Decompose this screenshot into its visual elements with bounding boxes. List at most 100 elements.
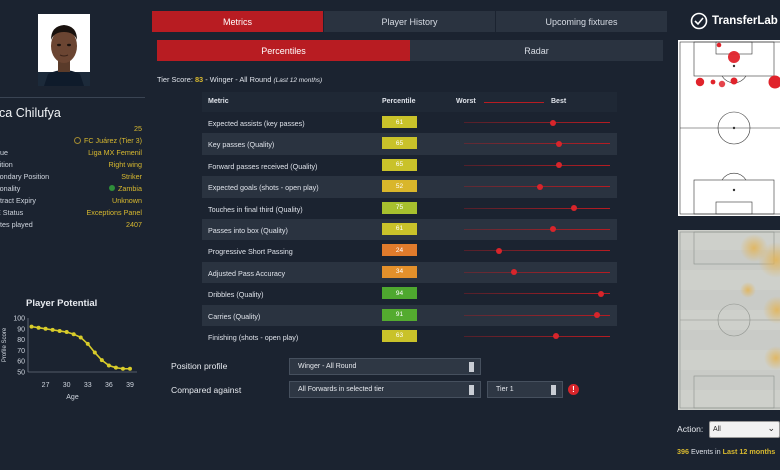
metric-name: Expected assists (key passes) — [208, 119, 305, 128]
potential-point — [78, 335, 83, 340]
table-row: Forward passes received (Quality) 65 — [202, 155, 617, 176]
tab-player-history[interactable]: Player History — [324, 11, 496, 32]
percentile-badge: 61 — [382, 222, 417, 235]
tab-upcoming-fixtures[interactable]: Upcoming fixtures — [496, 11, 668, 32]
table-body: Expected assists (key passes) 61 Key passe… — [202, 112, 617, 347]
player-info-row: sition Right wing — [0, 160, 145, 172]
info-value-text: Right wing — [108, 160, 142, 169]
select-handle-icon — [469, 385, 474, 395]
potential-point — [106, 363, 111, 368]
subtab-radar[interactable]: Radar — [410, 40, 663, 61]
info-key: gue — [0, 148, 8, 157]
subtab-percentiles[interactable]: Percentiles — [157, 40, 410, 61]
info-icon[interactable]: ! — [568, 384, 579, 395]
player-info-row: bFC Juárez (Tier 3) — [0, 136, 145, 148]
table-row: Progressive Short Passing 24 — [202, 240, 617, 261]
tab-metrics[interactable]: Metrics — [152, 11, 324, 32]
y-tick-label: 100 — [13, 316, 25, 323]
info-value-text: Exceptions Panel — [86, 208, 142, 217]
percentile-badge: 63 — [382, 329, 417, 342]
potential-point — [64, 330, 69, 335]
percentile-badge: 61 — [382, 116, 417, 128]
player-info-row: utes played 2407 — [0, 220, 145, 232]
chevron-down-icon: ⌄ — [767, 423, 775, 433]
tier-score-value: 83 — [194, 75, 204, 84]
name-divider — [0, 97, 145, 98]
brand-name: TransferLab — [712, 15, 778, 27]
x-tick-label: 36 — [105, 382, 113, 389]
metric-name: Touches in final third (Quality) — [208, 204, 303, 214]
percentile-dot — [550, 119, 557, 126]
player-info-row: E Status Exceptions Panel — [0, 208, 145, 220]
info-value: FC Juárez (Tier 3) — [73, 136, 142, 145]
select-handle-icon — [469, 362, 474, 372]
potential-chart: 50 60 70 80 90 100 27 30 33 36 39 Age Profile Score — [2, 316, 137, 401]
potential-point — [57, 328, 62, 333]
info-value: Exceptions Panel — [86, 208, 142, 217]
info-value-text: Striker — [121, 172, 142, 181]
select-handle-icon — [551, 385, 556, 395]
x-axis-label: Age — [66, 394, 79, 401]
player-info-row: ntract Expiry Unknown — [0, 196, 145, 208]
metric-name: Finishing (shots - open play) — [208, 332, 299, 342]
y-tick-label: 70 — [17, 348, 25, 355]
metric-name: Expected goals (shots - open play) — [208, 183, 319, 193]
y-tick-label: 80 — [17, 337, 25, 344]
info-value: Right wing — [108, 160, 142, 169]
table-row: Carries (Quality) 91 — [202, 304, 617, 326]
percentile-badge: 65 — [382, 137, 417, 150]
metric-name: Carries (Quality) — [208, 311, 261, 321]
player-info-row: condary Position Striker — [0, 172, 145, 184]
tier-select[interactable]: Tier 1 — [487, 381, 563, 398]
transferlab-logo-icon — [690, 12, 708, 30]
metric-name: Passes into box (Quality) — [208, 225, 288, 235]
x-tick-label: 27 — [42, 382, 50, 389]
events-summary: 396 Events in Last 12 months — [677, 447, 775, 456]
header-worst: Worst — [456, 98, 476, 105]
x-tick-label: 39 — [126, 382, 134, 389]
player-info-row: tionality Zambia — [0, 184, 145, 196]
compared-against-select[interactable]: All Forwards in selected tier — [289, 381, 481, 398]
player-info-row: e25 — [0, 124, 145, 136]
potential-line — [31, 325, 130, 370]
potential-title: Player Potential — [26, 298, 98, 309]
percentile-track — [464, 228, 610, 230]
info-value-text: 2407 — [126, 220, 142, 229]
potential-point — [120, 366, 125, 371]
potential-point — [29, 324, 34, 329]
position-profile-select[interactable]: Winger - All Round — [289, 358, 481, 375]
table-row: Dribbles (Quality) 94 — [202, 283, 617, 304]
info-value: Striker — [121, 172, 142, 181]
brand-logo: TransferLab — [690, 11, 778, 31]
player-photo — [38, 14, 90, 86]
info-key: sition — [0, 160, 13, 169]
percentile-track — [464, 250, 610, 252]
info-key: E Status — [0, 208, 24, 217]
percentile-track — [464, 293, 610, 295]
metric-name: Progressive Short Passing — [208, 247, 293, 257]
table-row: Passes into box (Quality) 61 — [202, 218, 617, 241]
metric-name: Key passes (Quality) — [208, 140, 275, 150]
percentile-track — [464, 314, 610, 316]
tier-select-value: Tier 1 — [496, 386, 514, 393]
x-tick-label: 30 — [63, 382, 71, 389]
info-value: Zambia — [109, 184, 142, 193]
y-tick-label: 60 — [17, 359, 25, 366]
compared-against-value: All Forwards in selected tier — [298, 386, 384, 393]
percentile-badge: 24 — [382, 244, 417, 257]
action-select[interactable]: All ⌄ — [709, 421, 780, 438]
potential-point — [99, 358, 104, 363]
metric-name: Dribbles (Quality) — [208, 290, 264, 300]
zambia-flag-icon — [109, 185, 116, 191]
percentile-dot — [598, 290, 605, 297]
potential-point — [113, 365, 118, 370]
metrics-table: Metric Percentile Worst Best Expected as… — [202, 92, 617, 347]
position-profile-label: Position profile — [171, 361, 228, 371]
y-tick-label: 50 — [17, 370, 25, 377]
info-key: condary Position — [0, 172, 50, 181]
percentile-track — [464, 335, 610, 337]
percentile-track — [464, 207, 610, 209]
header-percentile: Percentile — [382, 98, 416, 105]
potential-point — [36, 325, 41, 330]
player-profile-panel: isca Chilufya e25bFC Juárez (Tier 3)gue L… — [0, 0, 145, 470]
